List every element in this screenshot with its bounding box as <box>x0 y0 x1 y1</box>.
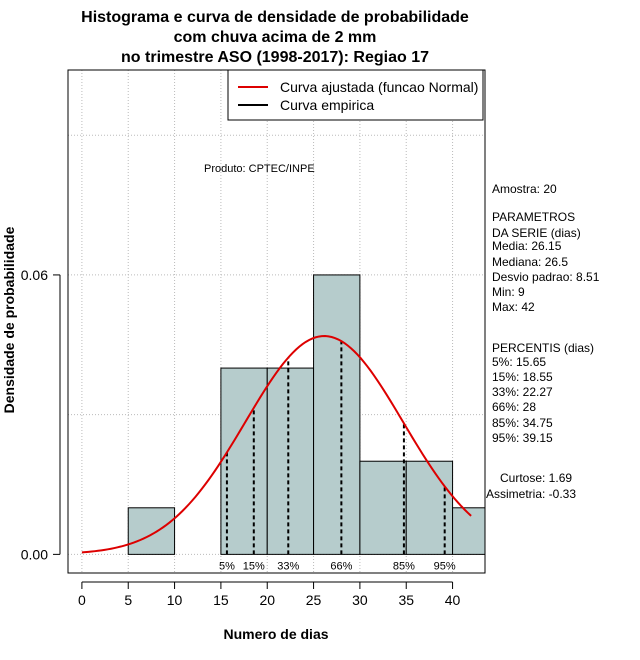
chart-title-line: com chuva acima de 2 mm <box>174 29 377 46</box>
legend: Curva ajustada (funcao Normal) Curva empi… <box>227 69 484 121</box>
statistics-line: 85%: 34.75 <box>492 416 553 430</box>
x-tick-label: 10 <box>167 592 183 608</box>
x-tick-label: 40 <box>445 592 461 608</box>
statistics-line: Curtose: 1.69 <box>500 471 572 485</box>
percentile-markers: 5% 15% 33% 66% 85% 95% <box>219 341 456 572</box>
normal-curve <box>81 335 472 554</box>
chart-title-line: no trimestre ASO (1998-2017): Regiao 17 <box>121 49 429 66</box>
statistics-line: Min: 9 <box>492 285 525 299</box>
statistics-line: 5%: 15.65 <box>492 355 546 369</box>
chart-title-line: Histograma e curva de densidade de proba… <box>81 9 469 26</box>
statistics-line: PARAMETROS <box>492 210 575 224</box>
histogram-bar <box>127 507 176 555</box>
histogram-bar <box>405 460 454 555</box>
statistics-line: PERCENTIS (dias) <box>492 341 594 355</box>
statistics-line: Desvio padrao: 8.51 <box>492 270 600 284</box>
product-annotation: Produto: CPTEC/INPE <box>204 163 315 175</box>
legend-label: Curva empirica <box>280 97 374 113</box>
y-axis: 0.00 0.06 <box>21 267 61 562</box>
statistics-line: 95%: 39.15 <box>492 431 553 445</box>
statistics-line: Assimetria: -0.33 <box>486 487 576 501</box>
percentile-label: 95% <box>434 560 456 572</box>
percentile-label: 66% <box>330 560 352 572</box>
histogram-bars <box>127 274 486 555</box>
statistics-line: DA SERIE (dias) <box>492 226 581 240</box>
percentile-label: 33% <box>277 560 299 572</box>
histogram-bar <box>313 274 361 555</box>
statistics-line: 66%: 28 <box>492 400 536 414</box>
histogram-bar <box>452 507 486 555</box>
statistics-panel: Amostra: 20 PARAMETROS DA SERIE (dias) Me… <box>486 182 600 501</box>
x-tick-label: 5 <box>124 592 132 608</box>
normal-curve-line <box>81 335 472 554</box>
y-tick-label: 0.06 <box>21 267 48 283</box>
histogram-bar <box>359 460 407 555</box>
percentile-label: 5% <box>219 560 235 572</box>
x-axis: 0 5 10 15 20 25 30 35 40 <box>78 581 461 608</box>
x-axis-label: Numero de dias <box>223 626 328 642</box>
percentile-label: 15% <box>243 560 265 572</box>
x-tick-label: 25 <box>306 592 322 608</box>
chart-title: Histograma e curva de densidade de proba… <box>81 9 469 66</box>
x-tick-label: 20 <box>259 592 275 608</box>
legend-box <box>227 69 484 121</box>
statistics-line: Media: 26.15 <box>492 239 562 253</box>
statistics-line: 15%: 18.55 <box>492 370 553 384</box>
x-tick-label: 30 <box>352 592 368 608</box>
x-tick-label: 15 <box>213 592 229 608</box>
legend-label: Curva ajustada (funcao Normal) <box>280 79 478 95</box>
percentile-label: 85% <box>393 560 415 572</box>
y-axis-label: Densidade de probabilidade <box>1 226 17 413</box>
statistics-line: Mediana: 26.5 <box>492 255 568 269</box>
histogram-bar <box>266 367 315 555</box>
y-tick-label: 0.00 <box>21 546 48 562</box>
x-tick-label: 0 <box>78 592 86 608</box>
statistics-line: Max: 42 <box>492 300 535 314</box>
x-tick-label: 35 <box>398 592 414 608</box>
statistics-line: Amostra: 20 <box>492 182 557 196</box>
statistics-line: 33%: 22.27 <box>492 385 553 399</box>
